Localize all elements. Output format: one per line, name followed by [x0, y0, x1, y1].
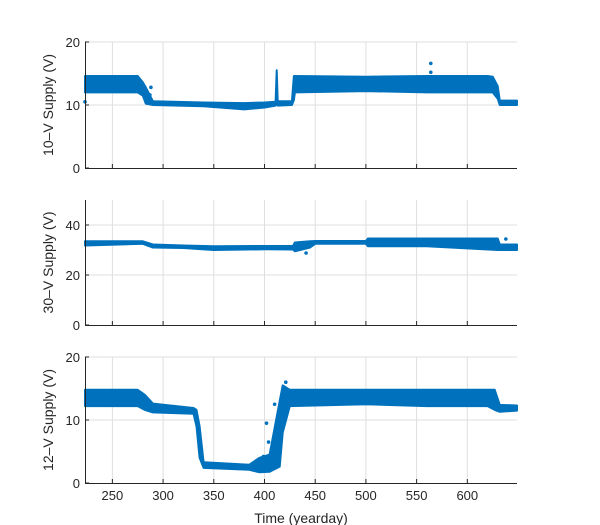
data-series-band [84, 69, 518, 111]
y-tick-label: 20 [66, 350, 80, 365]
data-point [504, 237, 508, 241]
data-point [272, 402, 277, 407]
y-tick-label: 20 [66, 268, 80, 283]
data-point [149, 85, 153, 90]
x-tick-label: 350 [203, 488, 225, 503]
data-point [264, 421, 269, 425]
subplot-1: 0 10 20 10–V Supply (V) [40, 35, 518, 176]
data-point [283, 380, 288, 385]
x-tick-label: 400 [254, 488, 276, 503]
y-axis-label: 10–V Supply (V) [40, 54, 56, 156]
x-tick-label: 250 [102, 488, 124, 503]
y-tick-label: 10 [66, 98, 80, 113]
y-tick-label: 0 [73, 318, 80, 333]
x-tick-label: 500 [355, 488, 377, 503]
data-point [261, 454, 266, 459]
y-tick-label: 40 [66, 218, 80, 233]
data-point [429, 61, 433, 66]
y-tick-label: 10 [66, 413, 80, 428]
y-tick-label: 0 [73, 161, 80, 176]
x-tick-label: 300 [152, 488, 174, 503]
x-tick-label: 450 [304, 488, 326, 503]
y-tick-label: 20 [66, 35, 80, 50]
data-point [269, 446, 274, 451]
data-point [266, 440, 271, 444]
x-tick-label: 550 [406, 488, 428, 503]
data-point [304, 251, 308, 255]
y-axis-label: 30–V Supply (V) [40, 212, 56, 314]
data-point [148, 93, 152, 97]
x-axis-label: Time (yearday) [254, 510, 348, 525]
x-tick-label: 600 [456, 488, 478, 503]
subplot-2: 0 20 40 30–V Supply (V) [40, 200, 518, 333]
data-series-band [84, 237, 518, 253]
data-series-band [84, 384, 518, 474]
y-axis-label: 12–V Supply (V) [40, 369, 56, 471]
data-point [429, 70, 433, 75]
y-tick-label: 0 [73, 476, 80, 491]
subplot-3: 250 300 350 400 450 500 550 600 0 10 20 12–V Supply… [40, 350, 518, 525]
